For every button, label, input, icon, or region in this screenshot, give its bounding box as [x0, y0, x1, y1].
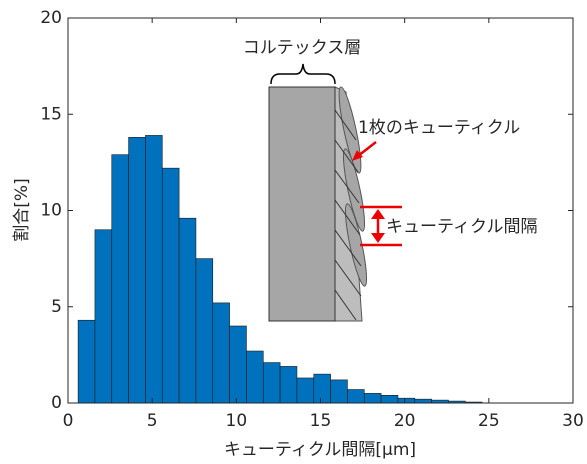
- bar: [145, 135, 162, 403]
- y-axis-label: 割合[%]: [12, 178, 32, 241]
- x-tick-label: 20: [394, 411, 416, 431]
- chart: キューティクル間隔[μm] 割合[%] 0 5 10 15 20 25 30 0 5 10 15 20…: [0, 0, 587, 464]
- bar: [415, 399, 432, 403]
- y-tick-label: 5: [51, 297, 62, 317]
- bar: [78, 320, 95, 403]
- annotation: 1枚のキューティクル: [358, 118, 520, 138]
- bar: [230, 326, 247, 403]
- y-tick-label: 0: [51, 393, 62, 413]
- x-tick-label: 30: [562, 411, 584, 431]
- bar: [331, 380, 348, 403]
- bar: [213, 303, 230, 403]
- inset-diagram: コルテックス層 1枚のキューティクル キューティクル間隔: [243, 38, 538, 321]
- x-tick-label: 0: [63, 411, 74, 431]
- bar: [129, 137, 146, 403]
- bar: [179, 218, 196, 403]
- cortex: [269, 87, 335, 321]
- bar: [364, 393, 381, 403]
- y-tick-label: 15: [40, 104, 62, 124]
- bar: [381, 395, 398, 403]
- bar: [263, 363, 280, 403]
- brace: [271, 64, 335, 84]
- y-tick-label: 20: [40, 8, 62, 28]
- annotation: キューティクル間隔: [386, 217, 537, 237]
- y-tick-label: 10: [40, 201, 62, 221]
- bar: [246, 351, 263, 403]
- x-axis-label: キューティクル間隔[μm]: [224, 440, 416, 460]
- bar: [314, 374, 331, 403]
- bar: [95, 230, 112, 403]
- bar: [347, 390, 364, 403]
- annotation: コルテックス層: [243, 38, 362, 58]
- x-tick-label: 5: [147, 411, 158, 431]
- x-tick-label: 10: [226, 411, 248, 431]
- bar: [196, 259, 213, 403]
- bar: [398, 398, 415, 403]
- bar: [297, 378, 314, 403]
- bar: [162, 168, 179, 403]
- bar: [280, 366, 297, 403]
- x-tick-label: 15: [310, 411, 332, 431]
- x-tick-label: 25: [478, 411, 500, 431]
- bar: [112, 155, 129, 403]
